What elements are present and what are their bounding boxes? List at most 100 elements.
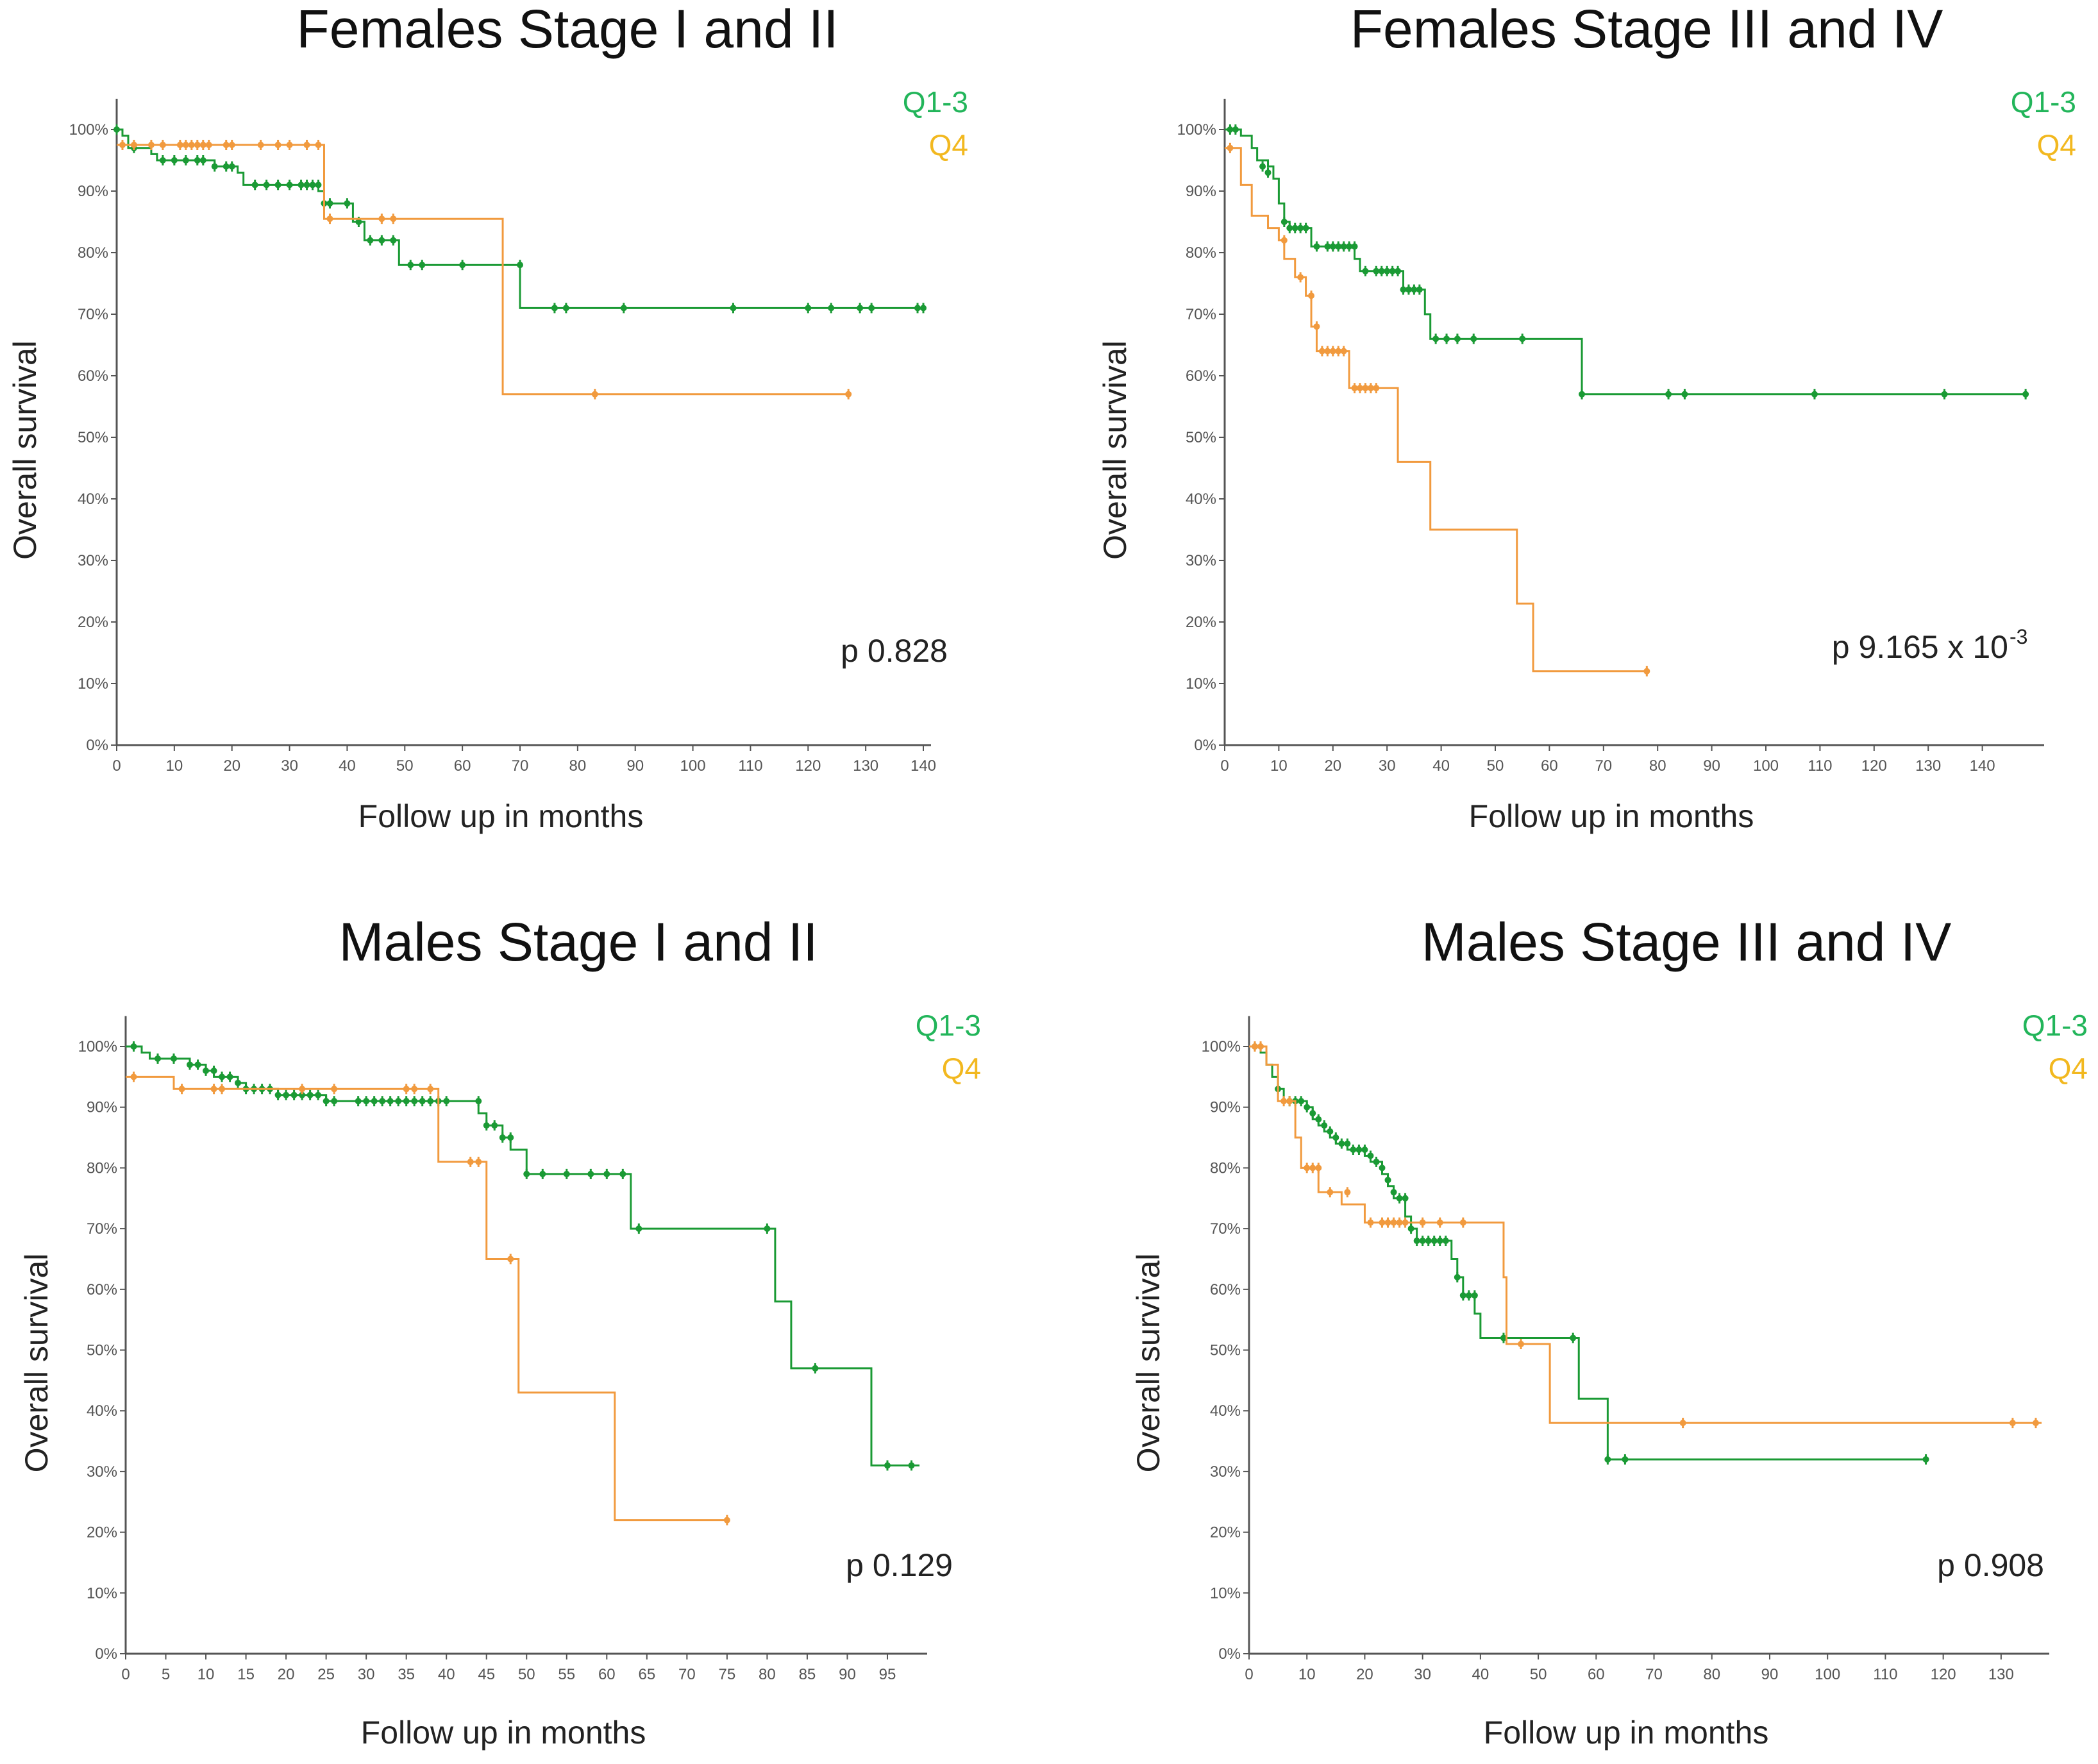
censor-dot xyxy=(1335,348,1342,355)
km-panel-females-stage-3-4: Females Stage III and IV 0% 10% 20% 30% 40% 50… xyxy=(1049,0,2098,882)
km-chart-svg: Males Stage I and II 0% 10% 20% 30% 40% 50% 60%… xyxy=(19,912,981,1751)
censor-dot xyxy=(411,1098,418,1105)
x-tick-label: 15 xyxy=(237,1666,255,1683)
y-axis-title: Overall survival xyxy=(19,1254,55,1473)
censor-dot xyxy=(1324,348,1331,355)
censor-dot xyxy=(1402,1195,1409,1202)
x-tick-label: 80 xyxy=(1649,757,1666,775)
censor-dot xyxy=(1411,286,1418,293)
censor-dot xyxy=(1373,385,1380,392)
censor-dot xyxy=(1318,348,1325,355)
censor-dot xyxy=(1384,1219,1391,1226)
censor-dot xyxy=(523,1170,530,1177)
censor-dot xyxy=(1298,1098,1305,1105)
censor-dot xyxy=(1324,243,1331,250)
censor-dot xyxy=(1302,224,1309,231)
censor-dot xyxy=(274,142,281,148)
censor-dot xyxy=(1280,219,1288,225)
censor-dot xyxy=(263,181,270,189)
censor-dot xyxy=(274,181,281,189)
censor-dot xyxy=(475,1158,482,1165)
y-tick-label: 100% xyxy=(78,1038,117,1055)
censor-dot xyxy=(331,1086,338,1093)
censor-dot xyxy=(1367,1152,1374,1159)
censor-dot xyxy=(1413,1238,1420,1245)
censor-dot xyxy=(868,305,875,312)
censor-dot xyxy=(274,1091,281,1098)
censor-dot xyxy=(286,142,293,148)
y-tick-label: 100% xyxy=(1202,1038,1241,1055)
x-tick-label: 130 xyxy=(853,757,878,775)
censor-dot xyxy=(1373,1158,1380,1165)
x-tick-label: 10 xyxy=(1298,1666,1316,1683)
censor-dot xyxy=(306,1091,314,1098)
y-tick-label: 10% xyxy=(78,675,108,693)
censor-dot xyxy=(299,1086,306,1093)
y-tick-label: 90% xyxy=(78,183,108,200)
y-tick-label: 90% xyxy=(1186,183,1216,200)
censor-dot xyxy=(1679,1420,1686,1427)
censor-dot xyxy=(1315,1116,1322,1123)
censor-dot xyxy=(283,1091,290,1098)
y-tick-label: 60% xyxy=(1186,367,1216,385)
censor-dot xyxy=(378,215,385,223)
censor-dot xyxy=(403,1098,410,1105)
x-tick-label: 90 xyxy=(1761,1666,1779,1683)
y-tick-label: 100% xyxy=(1177,121,1216,139)
censor-dot xyxy=(730,305,737,312)
censor-dot xyxy=(1396,1219,1403,1226)
censor-dot xyxy=(1313,243,1320,250)
y-tick-label: 60% xyxy=(87,1281,117,1298)
censor-dot xyxy=(1286,1098,1293,1105)
x-tick-label: 130 xyxy=(1915,757,1941,775)
censor-dot xyxy=(187,1061,194,1068)
censor-dot xyxy=(1402,1219,1409,1226)
y-tick-label: 20% xyxy=(1186,614,1216,631)
y-tick-label: 60% xyxy=(1210,1281,1241,1298)
legend-entry: Q1-3 xyxy=(2022,1009,2088,1042)
censor-dot xyxy=(551,305,558,312)
x-tick-label: 85 xyxy=(799,1666,816,1683)
x-tick-label: 40 xyxy=(438,1666,455,1683)
censor-dot xyxy=(467,1158,474,1165)
censor-dot xyxy=(219,1073,226,1080)
censor-dot xyxy=(171,157,178,164)
censor-dot xyxy=(147,142,155,148)
censor-dot xyxy=(1332,1134,1339,1141)
censor-dot xyxy=(443,1098,450,1105)
y-tick-label: 50% xyxy=(1186,429,1216,446)
y-tick-label: 10% xyxy=(1186,675,1216,693)
censor-dot xyxy=(1297,274,1304,281)
censor-dot xyxy=(1454,335,1461,342)
censor-dot xyxy=(1443,335,1450,342)
censor-dot xyxy=(507,1134,514,1141)
censor-dot xyxy=(315,142,322,148)
censor-dot xyxy=(1280,1098,1288,1105)
censor-dot xyxy=(130,1073,137,1080)
censor-dot xyxy=(1252,1043,1259,1050)
censor-dot xyxy=(1280,237,1288,244)
censor-dot xyxy=(1257,1043,1264,1050)
censor-dot xyxy=(1431,1238,1438,1245)
censor-dot xyxy=(130,142,137,148)
censor-dot xyxy=(182,142,189,148)
censor-dot xyxy=(194,1061,201,1068)
x-tick-label: 110 xyxy=(738,757,762,775)
legend-entry: Q1-3 xyxy=(2011,85,2076,119)
censor-dot xyxy=(286,181,293,189)
x-tick-label: 80 xyxy=(569,757,587,775)
x-tick-label: 35 xyxy=(398,1666,415,1683)
censor-dot xyxy=(199,157,206,164)
censor-dot xyxy=(176,142,183,148)
y-axis-title: Overall survival xyxy=(7,340,43,560)
censor-dot xyxy=(355,219,362,225)
censor-dot xyxy=(1454,1273,1461,1281)
x-tick-label: 65 xyxy=(638,1666,655,1683)
censor-dot xyxy=(1309,1110,1316,1117)
y-axis-title: Overall survival xyxy=(1130,1254,1166,1473)
series-q4 xyxy=(117,140,852,399)
x-tick-label: 100 xyxy=(1815,1666,1840,1683)
x-tick-label: 140 xyxy=(1970,757,1995,775)
survival-step-line xyxy=(1225,128,2026,396)
censor-dot xyxy=(182,157,189,164)
